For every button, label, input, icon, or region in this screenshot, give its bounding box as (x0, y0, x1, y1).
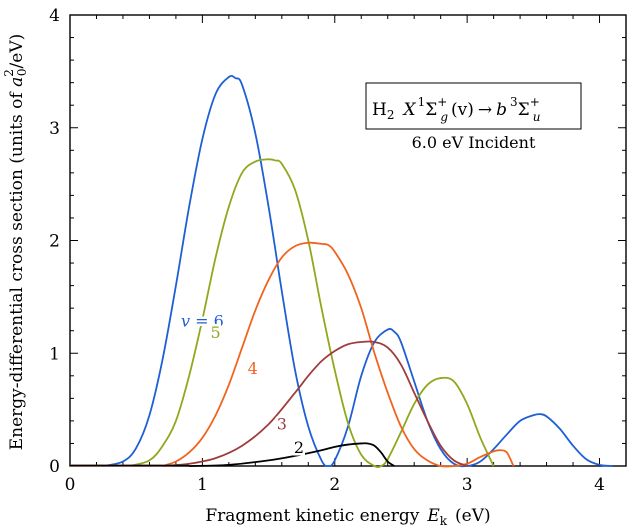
series-label-3: 3 (277, 414, 287, 433)
state-b: b (496, 100, 507, 120)
series-line-4 (189, 442, 395, 467)
annotation-reaction: H2 X 1Σ+ g (v) → b 3Σ+ u (372, 95, 540, 124)
y-tick-label: 1 (49, 344, 60, 364)
sigma-symbol-2: Σ (518, 100, 530, 120)
annotation-box-border (365, 82, 582, 130)
superscript-1: 1 (418, 95, 426, 109)
x-tick-label: 3 (462, 475, 473, 495)
curve-labels: v = 65 4 32 (178, 309, 306, 459)
x-axis-unit: (eV) (455, 506, 491, 526)
plus-superscript-1: + (437, 95, 447, 109)
annotation-box: H2 X 1Σ+ g (v) → b 3Σ+ u (365, 82, 582, 130)
y-tick-label: 3 (49, 119, 60, 139)
x-axis-title: Fragment kinetic energy Ek (eV) (205, 506, 490, 528)
y-axis-title: Energy-differential cross section (units… (2, 34, 29, 451)
superscript-3: 3 (510, 95, 518, 109)
series-line-2 (162, 241, 515, 468)
transition-arrow: → (478, 100, 492, 120)
series-label-0: v = 6 (181, 312, 224, 331)
vibrational-level: (v) (451, 100, 474, 120)
y-axis-symbol: a (7, 77, 27, 87)
series-line-3 (162, 340, 468, 467)
incident-energy-label: 6.0 eV Incident (412, 133, 536, 152)
x-tick-label: 1 (197, 475, 208, 495)
plus-superscript-2: + (530, 95, 540, 109)
axis-ticks (69, 14, 627, 467)
y-tick-label: 2 (49, 232, 60, 252)
molecule-subscript: 2 (387, 108, 395, 122)
x-axis-symbol: E (426, 506, 440, 526)
series-label-4: 2 (294, 438, 304, 457)
x-axis-subscript: k (440, 514, 448, 528)
state-x: X (401, 100, 416, 120)
molecule-symbol: H (372, 100, 387, 120)
y-tick-label: 4 (49, 6, 60, 26)
y-axis-superscript: 2 (2, 69, 16, 77)
x-tick-label: 4 (594, 475, 605, 495)
y-axis-unit: /eV) (7, 34, 27, 69)
y-axis-subscript: 0 (15, 68, 29, 76)
series-label-2: 4 (248, 359, 258, 378)
series-line-1 (129, 158, 495, 469)
y-axis-title-text: Energy-differential cross section (units… (7, 87, 27, 450)
y-tick-label: 0 (49, 457, 60, 477)
sigma-symbol-1: Σ (425, 100, 437, 120)
x-tick-label: 2 (329, 475, 340, 495)
series-line-0 (102, 74, 613, 468)
series-label-1: 5 (211, 323, 221, 342)
series-group (70, 74, 613, 469)
subscript-u: u (533, 110, 541, 124)
subscript-g: g (440, 110, 448, 124)
x-tick-label: 0 (65, 475, 76, 495)
x-axis-title-text: Fragment kinetic energy (205, 506, 419, 526)
